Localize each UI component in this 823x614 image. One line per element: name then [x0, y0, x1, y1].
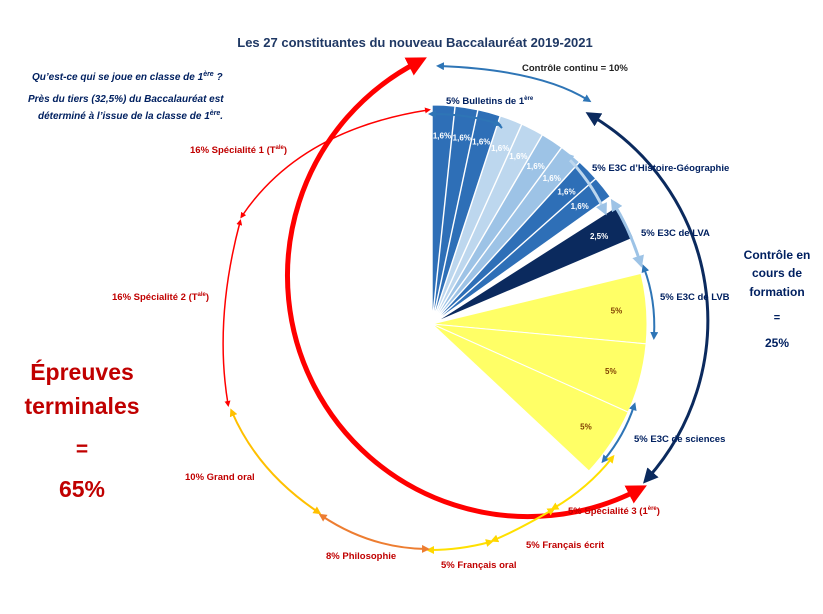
label-specialite-3: 5% Spécialité 3 (1ère) [568, 506, 660, 517]
label-specialite-1: 16% Spécialité 1 (Tale) [190, 145, 287, 156]
cc-line-1: Contrôle en [744, 248, 811, 262]
slice-label-7: 1,6% [557, 187, 575, 196]
slice-label-4: 1,6% [509, 152, 527, 161]
arc-bulletins-ext [497, 123, 503, 129]
cc-line-4: = [774, 312, 780, 324]
intro-line-2: déterminé à l’issue de la classe de 1ère… [38, 110, 223, 122]
chart-title: Les 27 constituantes du nouveau Baccalau… [237, 35, 593, 50]
slice-label-13: 5% [605, 367, 617, 376]
arc-controle-continu [436, 62, 592, 103]
slice-label-10: 2,5% [590, 232, 608, 241]
arc-lvb [641, 264, 659, 340]
slice-label-14: 5% [580, 422, 592, 431]
label-specialite-2: 16% Spécialité 2 (Tale) [112, 292, 209, 303]
et-line-1: Épreuves [30, 358, 134, 385]
intro-question: Qu’est-ce qui se joue en classe de 1ère … [32, 71, 223, 83]
intro-line-1: Près du tiers (32,5%) du Baccalauréat es… [28, 94, 224, 105]
slice-label-0: 1,6% [433, 131, 451, 140]
label-bulletins: 5% Bulletins de 1ère [446, 96, 534, 107]
label-francais-oral: 5% Français oral [441, 560, 517, 571]
label-philosophie: 8% Philosophie [326, 551, 396, 562]
arc-hg [561, 151, 607, 216]
cc-line-2: cours de [752, 266, 802, 280]
outer-arc-controle [585, 112, 710, 484]
et-line-3: = [76, 438, 88, 461]
pie-slices: 1,6% 1,6% 1,6%1,6%1,6%1,6%1,6%1,6%1,6%2,5%… [431, 104, 648, 472]
arc-grand-oral [229, 408, 322, 515]
et-line-2: terminales [24, 393, 139, 419]
label-sciences: 5% E3C de sciences [634, 434, 725, 445]
arc-specialite-2 [222, 219, 243, 407]
cc-total: 25% [765, 336, 789, 350]
slice-label-3: 1,6% [491, 144, 509, 153]
arc-francais-ecrit [490, 507, 556, 543]
arc-bulletins [428, 110, 502, 127]
label-controle-continu: Contrôle continu = 10% [522, 63, 628, 74]
slice-label-5: 1,6% [527, 162, 545, 171]
label-grand-oral: 10% Grand oral [185, 472, 255, 483]
label-francais-ecrit: 5% Français écrit [526, 540, 605, 551]
arc-specialite-1 [240, 107, 431, 219]
slice-label-6: 1,6% [543, 174, 561, 183]
slice-label-12: 5% [611, 307, 623, 316]
et-total: 65% [59, 476, 105, 502]
label-hg: 5% E3C d’Histoire-Géographie [592, 163, 729, 174]
slice-label-1: 1,6% [453, 133, 471, 142]
arc-specialite-3 [550, 454, 615, 511]
arc-francais-oral [426, 539, 494, 554]
slice-label-8: 1,6% [571, 202, 589, 211]
cc-line-3: formation [749, 285, 804, 299]
arc-philosophie [318, 513, 430, 553]
label-lva: 5% E3C de LVA [641, 228, 710, 239]
arc-lva [610, 198, 644, 268]
label-lvb: 5% E3C de LVB [660, 292, 730, 303]
slice-label-2: 1,6% [472, 138, 490, 147]
